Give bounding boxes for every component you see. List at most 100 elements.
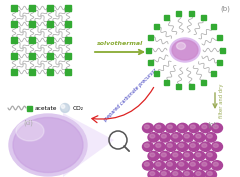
Ellipse shape — [171, 133, 182, 142]
Ellipse shape — [205, 170, 216, 177]
Bar — [29, 69, 35, 75]
Ellipse shape — [196, 153, 201, 157]
Text: (a): (a) — [63, 5, 73, 12]
Bar — [217, 35, 222, 40]
Ellipse shape — [156, 162, 161, 166]
Ellipse shape — [184, 153, 189, 157]
Ellipse shape — [188, 123, 199, 133]
Ellipse shape — [202, 125, 207, 129]
Ellipse shape — [160, 151, 170, 161]
Ellipse shape — [144, 125, 149, 129]
Bar — [47, 53, 53, 59]
Ellipse shape — [150, 172, 155, 175]
Bar — [29, 21, 35, 27]
Bar — [217, 60, 222, 65]
Bar — [11, 5, 17, 11]
Ellipse shape — [167, 162, 172, 166]
Text: filter and dry: filter and dry — [220, 84, 224, 118]
Bar — [154, 71, 159, 76]
Ellipse shape — [190, 162, 195, 166]
Ellipse shape — [200, 142, 211, 151]
Text: acetate: acetate — [35, 105, 58, 110]
Ellipse shape — [188, 142, 199, 151]
Ellipse shape — [179, 144, 184, 147]
Bar — [201, 79, 206, 85]
Bar — [189, 11, 194, 16]
Ellipse shape — [161, 172, 166, 175]
Ellipse shape — [196, 172, 201, 175]
Ellipse shape — [161, 134, 166, 138]
Bar — [220, 47, 224, 53]
Ellipse shape — [194, 151, 205, 161]
Ellipse shape — [154, 142, 165, 151]
Ellipse shape — [184, 134, 189, 138]
Bar — [189, 84, 194, 89]
Ellipse shape — [196, 134, 201, 138]
Text: prepared carbonate precursor: prepared carbonate precursor — [102, 67, 158, 123]
Bar — [27, 105, 32, 110]
Ellipse shape — [207, 153, 212, 157]
Bar — [176, 84, 181, 89]
Ellipse shape — [171, 151, 182, 161]
Polygon shape — [63, 113, 114, 177]
Ellipse shape — [211, 123, 222, 133]
Ellipse shape — [148, 133, 159, 142]
Ellipse shape — [177, 161, 188, 170]
Ellipse shape — [167, 125, 172, 129]
Ellipse shape — [160, 170, 170, 177]
Ellipse shape — [179, 162, 184, 166]
Bar — [11, 69, 17, 75]
Text: (c): (c) — [207, 122, 217, 129]
Ellipse shape — [160, 133, 170, 142]
Ellipse shape — [184, 172, 189, 175]
Ellipse shape — [202, 162, 207, 166]
Ellipse shape — [200, 161, 211, 170]
Ellipse shape — [154, 123, 165, 133]
Ellipse shape — [144, 144, 149, 147]
Ellipse shape — [194, 170, 205, 177]
Ellipse shape — [173, 134, 178, 138]
Ellipse shape — [211, 161, 222, 170]
FancyArrowPatch shape — [92, 87, 154, 123]
Ellipse shape — [207, 172, 212, 175]
Bar — [29, 37, 35, 43]
Bar — [201, 15, 206, 21]
Bar — [47, 5, 53, 11]
Bar — [176, 11, 181, 16]
Circle shape — [61, 105, 65, 108]
Ellipse shape — [161, 153, 166, 157]
Ellipse shape — [172, 40, 198, 60]
Bar — [148, 35, 153, 40]
Ellipse shape — [16, 121, 44, 141]
Bar — [65, 37, 71, 43]
Ellipse shape — [211, 142, 222, 151]
Ellipse shape — [194, 133, 205, 142]
Ellipse shape — [166, 142, 176, 151]
Bar — [11, 21, 17, 27]
Ellipse shape — [167, 144, 172, 147]
Ellipse shape — [177, 142, 188, 151]
Bar — [164, 15, 169, 21]
Ellipse shape — [173, 153, 178, 157]
Ellipse shape — [143, 161, 154, 170]
Ellipse shape — [202, 144, 207, 147]
Bar — [65, 53, 71, 59]
Bar — [11, 37, 17, 43]
Ellipse shape — [156, 125, 161, 129]
Ellipse shape — [207, 134, 212, 138]
Ellipse shape — [173, 172, 178, 175]
Ellipse shape — [213, 144, 218, 147]
Text: (b): (b) — [220, 5, 230, 12]
Ellipse shape — [166, 123, 176, 133]
Bar — [65, 69, 71, 75]
Ellipse shape — [182, 170, 193, 177]
Ellipse shape — [213, 125, 218, 129]
Circle shape — [60, 104, 70, 113]
Ellipse shape — [9, 114, 87, 176]
Bar — [11, 53, 17, 59]
Ellipse shape — [179, 125, 184, 129]
Ellipse shape — [154, 161, 165, 170]
Bar — [211, 24, 216, 29]
Bar — [65, 21, 71, 27]
Bar — [47, 69, 53, 75]
